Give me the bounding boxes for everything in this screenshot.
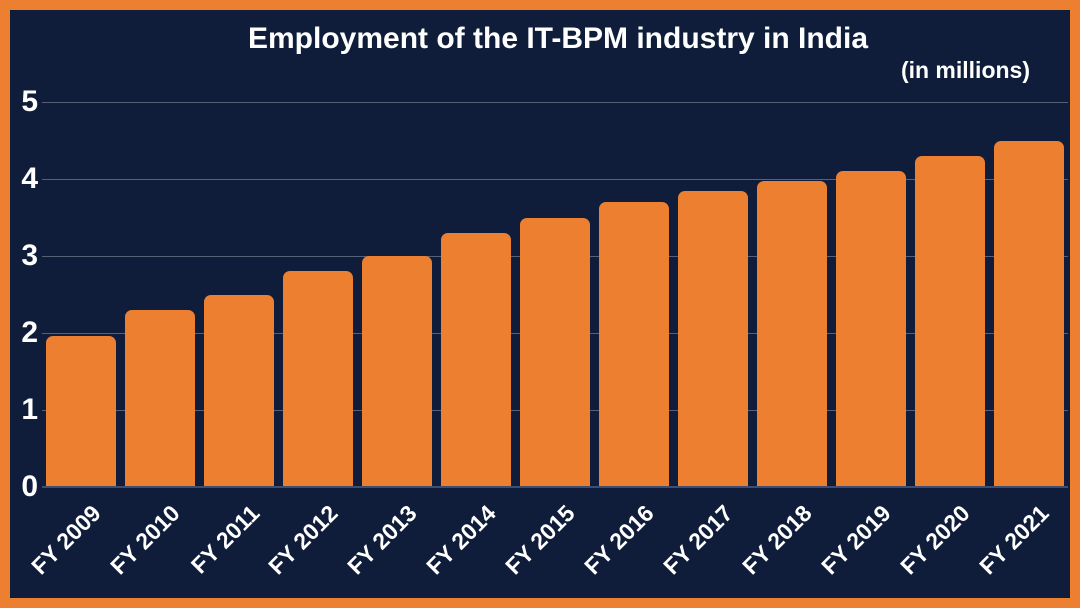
y-tick-label-4: 4 (21, 162, 38, 195)
bar-fy-2014 (441, 232, 511, 487)
bar-fy-2011 (204, 294, 274, 487)
x-tick-label-fy-2017: FY 2017 (658, 499, 739, 580)
x-tick-label-fy-2016: FY 2016 (579, 499, 660, 580)
gridline-y-4 (42, 179, 1068, 180)
bar-fy-2018 (757, 181, 827, 487)
chart-area: Employment of the IT-BPM industry in Ind… (10, 10, 1070, 598)
x-tick-label-fy-2015: FY 2015 (500, 499, 581, 580)
y-tick-label-3: 3 (21, 239, 38, 272)
x-tick-label-fy-2013: FY 2013 (342, 499, 423, 580)
bar-fy-2020 (915, 155, 985, 487)
x-tick-label-fy-2011: FY 2011 (185, 499, 265, 579)
y-tick-label-0: 0 (21, 470, 38, 503)
chart-subtitle: (in millions) (900, 57, 1030, 83)
bar-fy-2010 (125, 309, 195, 487)
chart-title: Employment of the IT-BPM industry in Ind… (247, 22, 869, 55)
x-tick-label-fy-2018: FY 2018 (737, 499, 818, 580)
bar-fy-2019 (836, 171, 906, 487)
x-tick-label-fy-2020: FY 2020 (895, 499, 976, 580)
bar-fy-2013 (362, 256, 432, 487)
gridline-y-5 (42, 102, 1068, 103)
x-tick-label-fy-2019: FY 2019 (816, 499, 897, 580)
bar-fy-2015 (520, 217, 590, 487)
x-tick-label-fy-2014: FY 2014 (421, 499, 502, 580)
bar-fy-2009 (46, 336, 116, 487)
bar-fy-2017 (678, 190, 748, 487)
x-tick-label-fy-2010: FY 2010 (105, 499, 186, 580)
y-tick-label-1: 1 (21, 393, 38, 426)
plot-area: 0 1 2 3 4 5 FY 2009 FY 2010 FY 2011 FY 2012 FY 201… (10, 10, 1070, 598)
y-tick-label-2: 2 (21, 316, 38, 349)
x-axis-line (42, 486, 1068, 488)
x-tick-label-fy-2009: FY 2009 (26, 499, 107, 580)
bar-fy-2012 (283, 271, 353, 487)
x-tick-label-fy-2012: FY 2012 (263, 499, 344, 580)
y-tick-label-5: 5 (21, 85, 38, 118)
bar-fy-2021 (994, 140, 1064, 487)
bar-fy-2016 (599, 202, 669, 487)
x-tick-label-fy-2021: FY 2021 (974, 499, 1055, 580)
